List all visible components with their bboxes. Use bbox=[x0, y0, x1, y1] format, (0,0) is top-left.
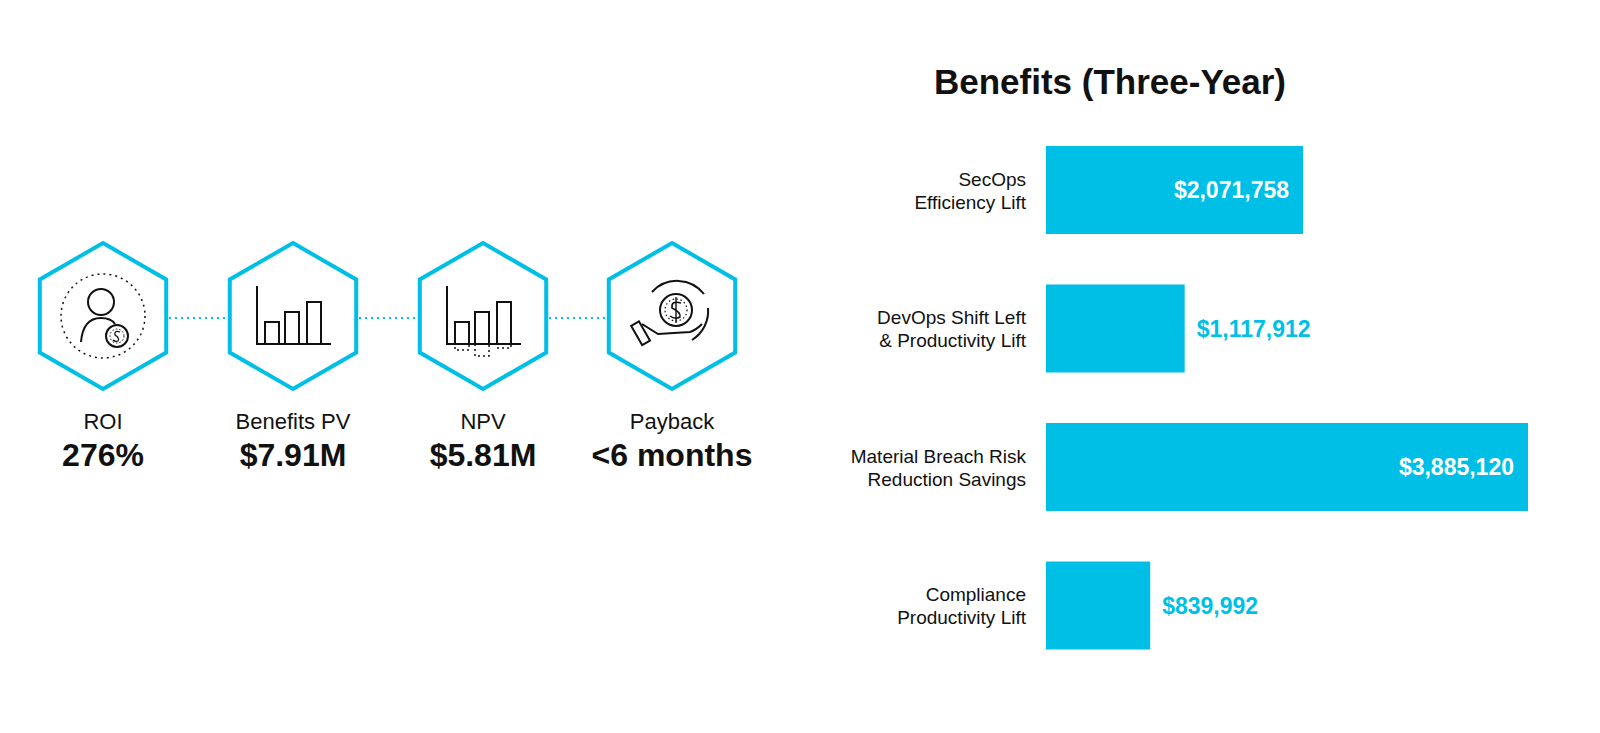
svg-text:Benefits PV: Benefits PV bbox=[236, 409, 351, 434]
svg-text:$2,071,758: $2,071,758 bbox=[1174, 177, 1289, 203]
svg-text:Material Breach RiskReduction: Material Breach RiskReduction Savings bbox=[851, 445, 1027, 489]
svg-text:$7.91M: $7.91M bbox=[240, 437, 347, 473]
html-text:Benefits (Three-Year): Benefits (Three-Year) bbox=[934, 62, 1286, 101]
svg-text:<6 months: <6 months bbox=[592, 437, 753, 473]
svg-text:$5.81M: $5.81M bbox=[430, 437, 537, 473]
svg-text:$3,885,120: $3,885,120 bbox=[1399, 454, 1514, 480]
svg-text:NPV: NPV bbox=[460, 409, 506, 434]
svg-text:Payback: Payback bbox=[630, 409, 715, 434]
svg-text:$839,992: $839,992 bbox=[1162, 593, 1258, 619]
svg-text:SecOpsEfficiency Lift: SecOpsEfficiency Lift bbox=[914, 168, 1026, 212]
svg-text:DevOps Shift Left& Productivit: DevOps Shift Left& Productivity Lift bbox=[877, 307, 1027, 351]
svg-text:ROI: ROI bbox=[83, 409, 122, 434]
svg-text:$1,117,912: $1,117,912 bbox=[1197, 316, 1311, 342]
svg-text:ComplianceProductivity Lift: ComplianceProductivity Lift bbox=[897, 584, 1027, 628]
svg-text:276%: 276% bbox=[62, 437, 144, 473]
